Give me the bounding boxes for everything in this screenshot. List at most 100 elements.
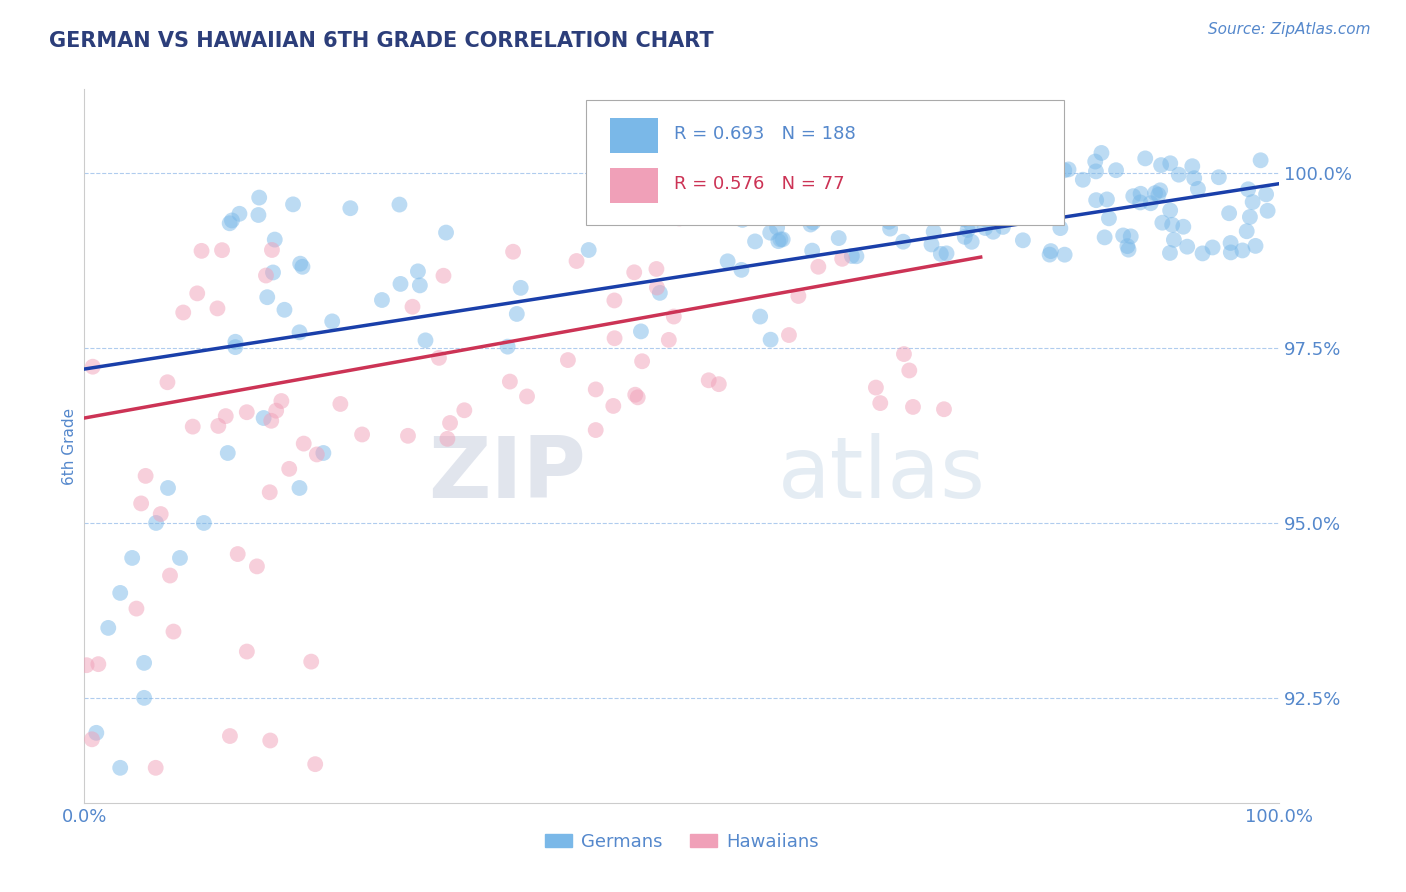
Point: [772, 201, 794, 215]
Point: [631, 354, 654, 368]
Point: [730, 263, 752, 277]
Point: [371, 293, 394, 307]
Point: [984, 187, 1007, 202]
Point: [658, 207, 681, 221]
Point: [766, 220, 789, 235]
Point: [1257, 203, 1279, 218]
Point: [960, 217, 983, 231]
Point: [288, 481, 311, 495]
Point: [831, 252, 853, 266]
Point: [658, 333, 681, 347]
Point: [875, 180, 897, 194]
Point: [929, 247, 952, 261]
Point: [623, 265, 645, 279]
Point: [886, 165, 908, 179]
Point: [921, 237, 943, 252]
Point: [1095, 193, 1118, 207]
Point: [953, 150, 976, 164]
Point: [915, 175, 938, 189]
Point: [901, 400, 924, 414]
Point: [603, 331, 626, 345]
Point: [841, 249, 863, 263]
Point: [329, 397, 352, 411]
Point: [132, 690, 156, 705]
Point: [207, 419, 229, 434]
Point: [110, 761, 132, 775]
Point: [211, 243, 233, 257]
Point: [129, 496, 152, 510]
Point: [893, 347, 915, 361]
Point: [828, 231, 851, 245]
Point: [1085, 193, 1108, 207]
Point: [585, 383, 607, 397]
Point: [181, 419, 204, 434]
Point: [1167, 168, 1189, 182]
Point: [1017, 191, 1039, 205]
Point: [82, 359, 104, 374]
Point: [953, 230, 976, 244]
Point: [288, 326, 311, 340]
Point: [145, 761, 167, 775]
Point: [801, 202, 824, 216]
Point: [509, 281, 531, 295]
Point: [110, 586, 132, 600]
Point: [1084, 164, 1107, 178]
Point: [1144, 186, 1167, 201]
Point: [215, 409, 238, 423]
Point: [401, 300, 423, 314]
Point: [125, 601, 148, 615]
Point: [991, 219, 1014, 234]
Point: [1147, 187, 1170, 202]
Point: [759, 333, 782, 347]
Point: [891, 235, 914, 249]
Point: [221, 213, 243, 227]
Point: [1116, 239, 1139, 253]
Point: [977, 179, 1000, 194]
Point: [224, 334, 246, 349]
Point: [1219, 235, 1241, 250]
Point: [1254, 187, 1277, 202]
Point: [190, 244, 212, 258]
Point: [273, 302, 295, 317]
Point: [436, 432, 458, 446]
Point: [897, 172, 920, 186]
Point: [845, 249, 868, 263]
Text: atlas: atlas: [778, 433, 986, 516]
Point: [502, 244, 524, 259]
Point: [974, 221, 997, 235]
Legend: Germans, Hawaiians: Germans, Hawaiians: [538, 826, 825, 858]
Point: [1119, 229, 1142, 244]
Point: [1175, 240, 1198, 254]
Point: [388, 197, 411, 211]
Point: [1053, 163, 1076, 178]
Point: [270, 394, 292, 409]
Point: [1000, 161, 1022, 176]
Point: [1163, 233, 1185, 247]
Point: [780, 211, 803, 225]
Point: [76, 658, 98, 673]
Point: [281, 197, 304, 211]
Point: [247, 190, 270, 204]
Point: [1218, 206, 1240, 220]
Point: [787, 289, 810, 303]
Point: [186, 286, 208, 301]
Point: [159, 568, 181, 582]
Point: [981, 225, 1004, 239]
Point: [1053, 248, 1076, 262]
Point: [879, 156, 901, 170]
Point: [439, 416, 461, 430]
Point: [782, 190, 804, 204]
Point: [1118, 243, 1140, 257]
Point: [1187, 182, 1209, 196]
Point: [1039, 244, 1062, 258]
Point: [768, 184, 790, 198]
Point: [247, 208, 270, 222]
Point: [748, 171, 770, 186]
Text: GERMAN VS HAWAIIAN 6TH GRADE CORRELATION CHART: GERMAN VS HAWAIIAN 6TH GRADE CORRELATION…: [49, 31, 714, 51]
Point: [157, 481, 180, 495]
Point: [957, 194, 980, 208]
Point: [1071, 173, 1094, 187]
Text: ZIP: ZIP: [429, 433, 586, 516]
Point: [305, 447, 328, 461]
Point: [415, 334, 437, 348]
